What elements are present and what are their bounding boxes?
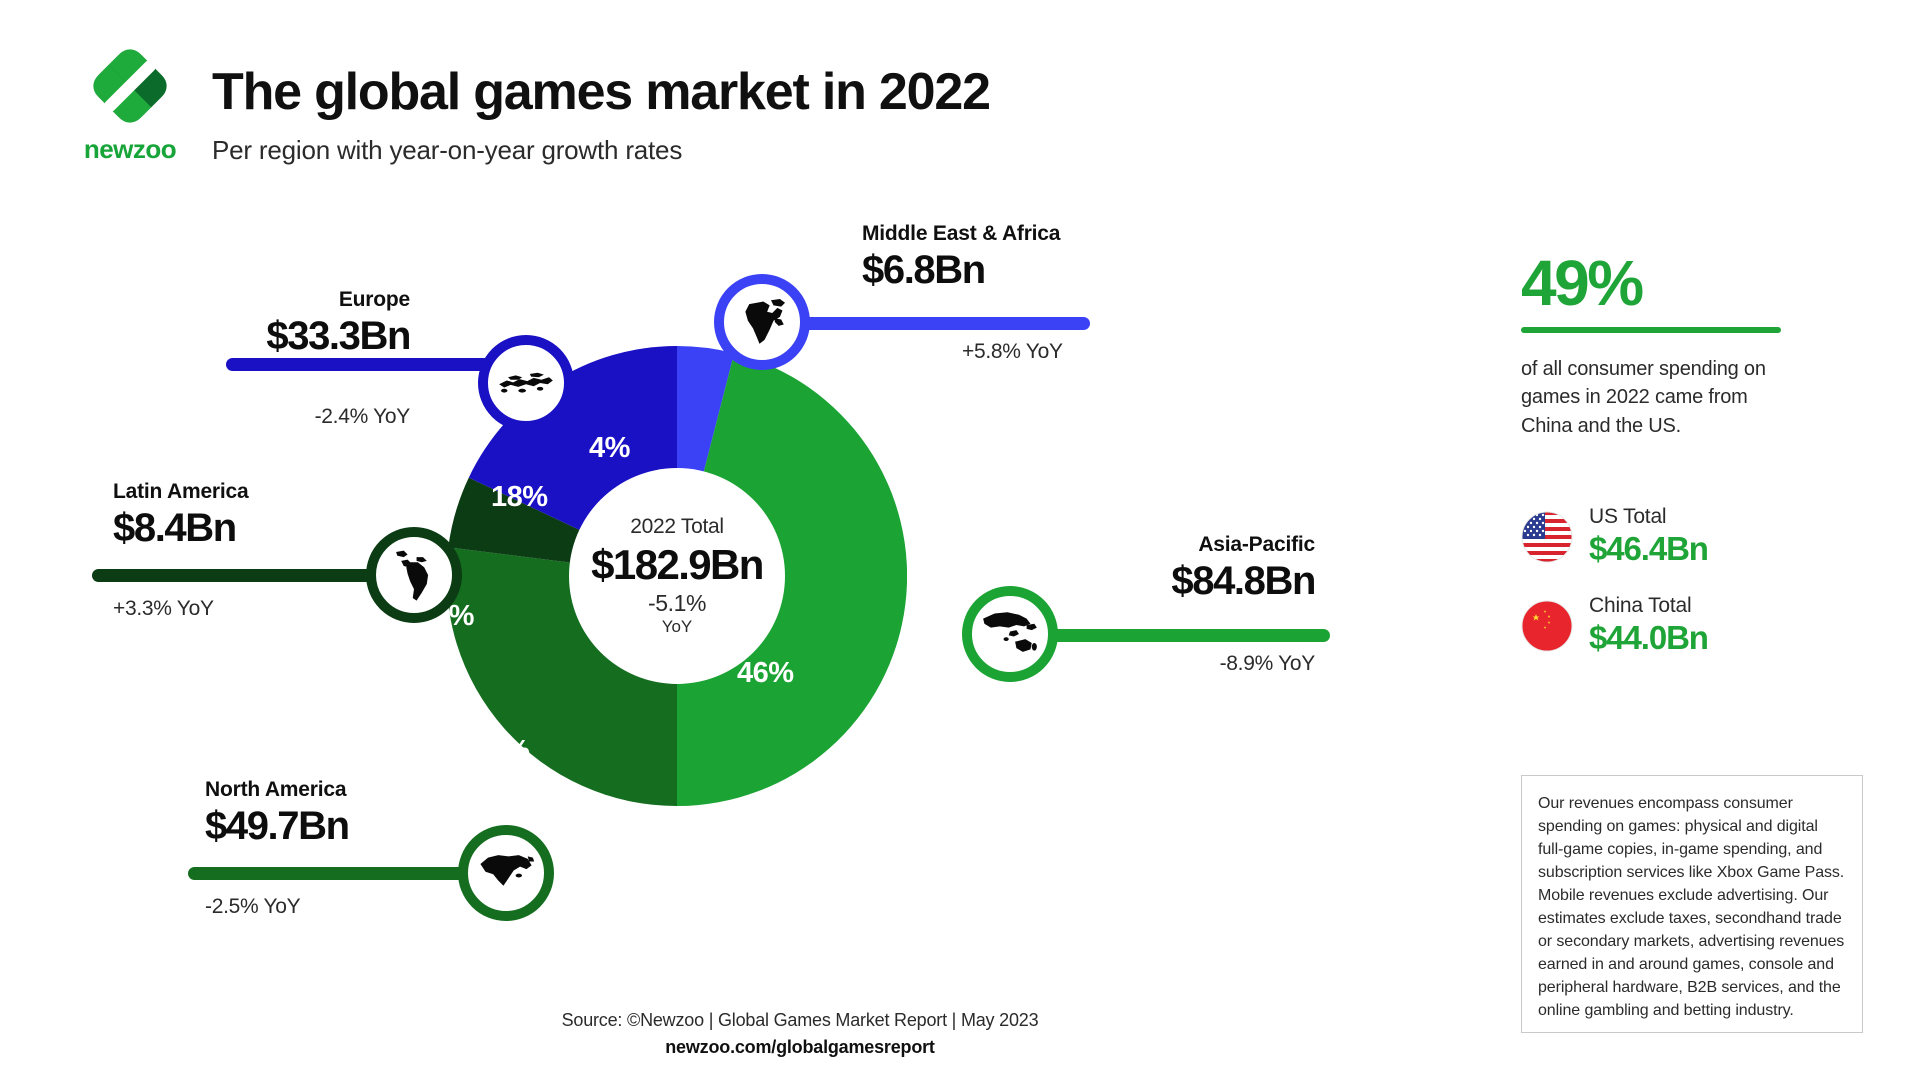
- callout-region-label: Middle East & Africa: [862, 222, 1061, 245]
- donut-growth-value: -5.1%: [647, 590, 707, 616]
- us-flag-icon: [1521, 511, 1573, 563]
- donut-yoy-label: YoY: [661, 617, 693, 636]
- callout-region-label: Asia-Pacific: [1198, 533, 1315, 556]
- callout-region-yoy: +5.8% YoY: [962, 340, 1063, 363]
- donut-total-value: $182.9Bn: [591, 541, 764, 588]
- connector-namerica: [188, 867, 478, 880]
- connector-latam: [92, 569, 382, 582]
- callout-region-yoy: -8.9% YoY: [1219, 652, 1316, 675]
- callout-mea-yoy: +5.8% YoY: [962, 340, 1292, 364]
- callout-region-label: Latin America: [113, 480, 249, 503]
- source-url[interactable]: newzoo.com/globalgamesreport: [665, 1037, 935, 1057]
- callout-europe-yoy: -2.4% YoY: [160, 405, 411, 429]
- china-flag-icon: [1521, 600, 1573, 652]
- donut-center-summary: 2022 Total $182.9Bn -5.1% YoY: [569, 468, 785, 684]
- callout-europe: Europe $33.3Bn: [160, 288, 411, 359]
- region-bubble-apac[interactable]: [962, 586, 1058, 682]
- latin-america-map-icon: [396, 550, 429, 601]
- region-bubble-latam[interactable]: [366, 527, 462, 623]
- callout-region-value: $49.7Bn: [205, 804, 350, 848]
- north-america-map-icon: [480, 855, 535, 886]
- callout-mea: Middle East & Africa $6.8Bn: [862, 222, 1192, 293]
- source-attribution: Source: ©Newzoo | Global Games Market Re…: [561, 1010, 1039, 1030]
- stat-description: of all consumer spending on games in 202…: [1521, 358, 1766, 437]
- europe-map-icon: [499, 372, 553, 393]
- connector-mea: [760, 317, 1090, 330]
- donut-caption: 2022 Total: [630, 515, 724, 538]
- callout-region-value: $8.4Bn: [113, 506, 237, 550]
- newzoo-wordmark: newzoo: [83, 134, 177, 164]
- callout-region-yoy: +3.3% YoY: [113, 597, 214, 620]
- callout-region-value: $84.8Bn: [1171, 559, 1316, 603]
- pie-slice-apac: [677, 353, 907, 806]
- country-total-value: $46.4Bn: [1589, 530, 1709, 567]
- newzoo-logo: newzoo: [70, 40, 190, 165]
- callout-region-value: $6.8Bn: [862, 248, 986, 292]
- callout-region-yoy: -2.5% YoY: [205, 895, 301, 918]
- region-bubble-north-america[interactable]: [458, 825, 554, 921]
- connector-europe: [226, 358, 496, 371]
- stat-divider: [1521, 327, 1781, 333]
- callout-north-america: North America $49.7Bn: [205, 778, 505, 849]
- callout-region-yoy: -2.4% YoY: [314, 405, 411, 428]
- callout-region-label: North America: [205, 778, 347, 801]
- page-subtitle: Per region with year-on-year growth rate…: [212, 135, 683, 165]
- country-total-china: China Total $44.0Bn: [1521, 594, 1709, 657]
- methodology-note-box: Our revenues encompass consumer spending…: [1521, 775, 1863, 1033]
- callout-region-label: Europe: [338, 288, 410, 311]
- callout-apac: Asia-Pacific $84.8Bn: [1020, 533, 1316, 604]
- country-total-value: $44.0Bn: [1589, 619, 1709, 656]
- callout-latam-yoy: +3.3% YoY: [113, 597, 393, 621]
- connector-apac: [980, 629, 1330, 642]
- callout-region-value: $33.3Bn: [266, 314, 411, 358]
- callout-north-america-yoy: -2.5% YoY: [205, 895, 505, 919]
- page-title: The global games market in 2022: [212, 63, 991, 121]
- newzoo-logo-mark-icon: [84, 40, 176, 132]
- methodology-note-text: Our revenues encompass consumer spending…: [1538, 795, 1845, 1020]
- callout-latam: Latin America $8.4Bn: [113, 480, 393, 551]
- country-total-label: China Total: [1589, 594, 1692, 617]
- country-total-us: US Total $46.4Bn: [1521, 505, 1709, 568]
- country-total-label: US Total: [1589, 505, 1667, 528]
- china-us-share-stat: 49%: [1521, 247, 1644, 319]
- region-bubble-mea[interactable]: [714, 274, 810, 370]
- asia-pacific-map-icon: [983, 612, 1037, 652]
- africa-map-icon: [745, 298, 786, 344]
- callout-apac-yoy: -8.9% YoY: [1020, 652, 1316, 676]
- region-bubble-europe[interactable]: [478, 335, 574, 431]
